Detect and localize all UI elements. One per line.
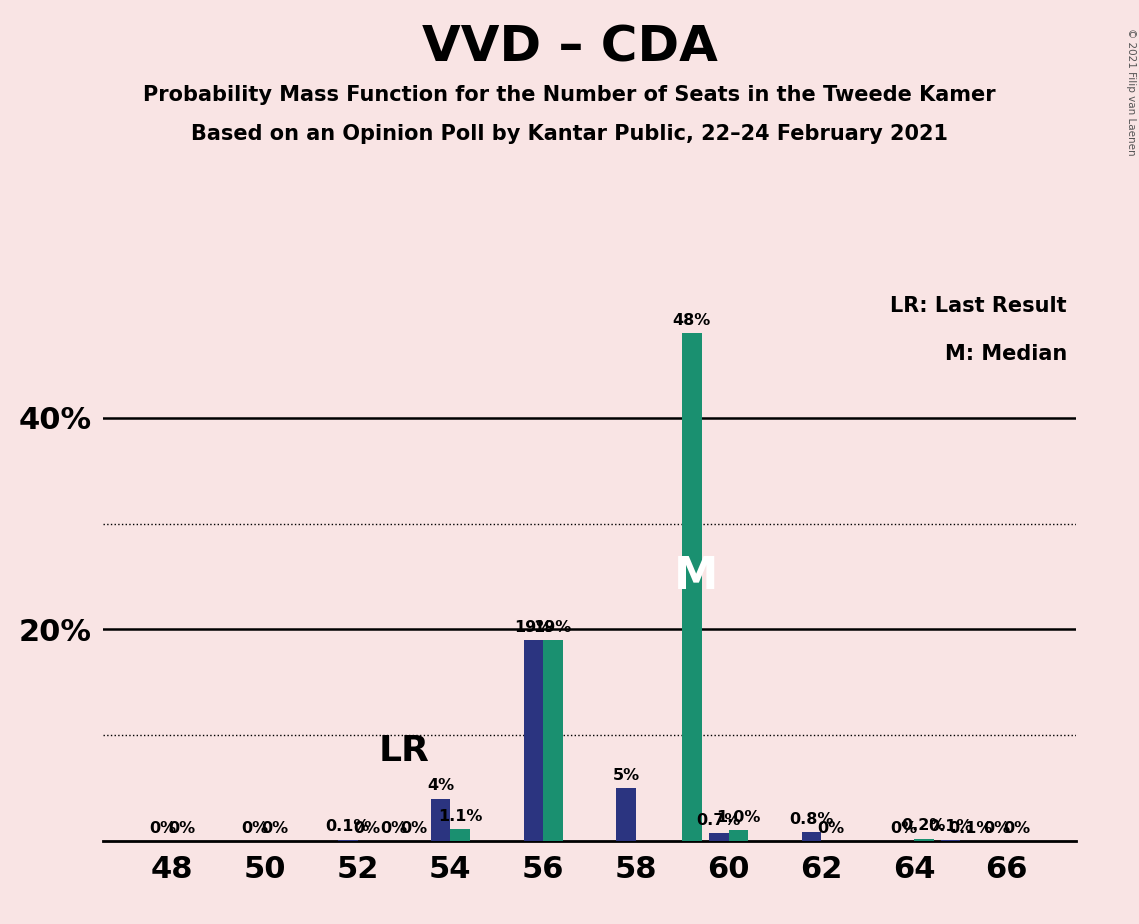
Text: 0%: 0%: [354, 821, 380, 835]
Text: 0.7%: 0.7%: [697, 813, 741, 828]
Text: 0%: 0%: [169, 821, 196, 835]
Bar: [450, 829, 469, 841]
Bar: [802, 833, 821, 841]
Bar: [729, 831, 748, 841]
Bar: [524, 640, 543, 841]
Text: LR: Last Result: LR: Last Result: [891, 297, 1067, 316]
Text: © 2021 Filip van Laenen: © 2021 Filip van Laenen: [1126, 28, 1136, 155]
Text: 0.2%: 0.2%: [902, 819, 947, 833]
Text: 1.1%: 1.1%: [437, 808, 482, 824]
Text: 0.1%: 0.1%: [928, 820, 973, 834]
Text: 4%: 4%: [427, 778, 454, 794]
Text: Probability Mass Function for the Number of Seats in the Tweede Kamer: Probability Mass Function for the Number…: [144, 85, 995, 105]
Bar: [941, 840, 960, 841]
Text: LR: LR: [378, 734, 429, 768]
Text: 0%: 0%: [891, 821, 918, 835]
Text: 0%: 0%: [1003, 821, 1030, 835]
Text: 0.1%: 0.1%: [326, 820, 370, 834]
Text: 0%: 0%: [818, 821, 845, 835]
Text: 0%: 0%: [380, 821, 408, 835]
Bar: [913, 839, 934, 841]
Bar: [431, 798, 450, 841]
Text: 1.0%: 1.0%: [716, 810, 761, 825]
Text: 0.8%: 0.8%: [789, 812, 834, 827]
Bar: [616, 788, 636, 841]
Text: M: Median: M: Median: [945, 344, 1067, 364]
Text: Based on an Opinion Poll by Kantar Public, 22–24 February 2021: Based on an Opinion Poll by Kantar Publi…: [191, 124, 948, 144]
Text: 0%: 0%: [983, 821, 1010, 835]
Bar: [710, 833, 729, 841]
Text: 0%: 0%: [241, 821, 269, 835]
Text: 48%: 48%: [673, 313, 711, 328]
Text: 5%: 5%: [613, 768, 640, 783]
Text: 19%: 19%: [534, 620, 572, 635]
Text: 19%: 19%: [514, 620, 552, 635]
Text: 0%: 0%: [400, 821, 427, 835]
Text: 0.1%: 0.1%: [948, 821, 992, 835]
Text: VVD – CDA: VVD – CDA: [421, 23, 718, 71]
Text: M: M: [674, 555, 719, 598]
Text: 0%: 0%: [149, 821, 175, 835]
Bar: [543, 640, 563, 841]
Text: 0%: 0%: [261, 821, 288, 835]
Bar: [682, 334, 702, 841]
Bar: [338, 840, 358, 841]
